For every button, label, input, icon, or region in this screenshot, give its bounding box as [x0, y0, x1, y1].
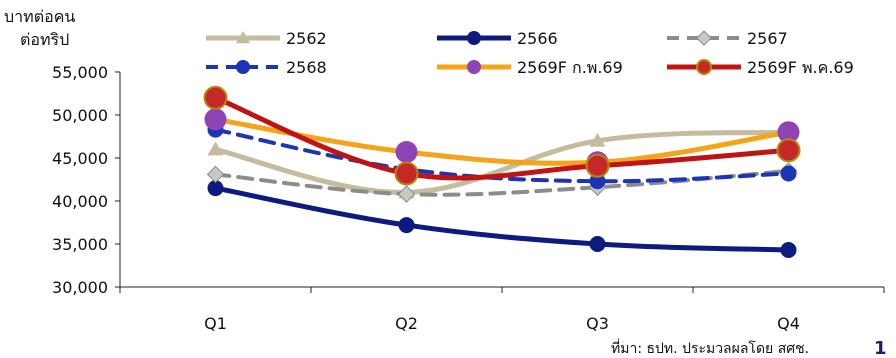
data-point-2568-q3	[589, 173, 606, 190]
legend-label: 2566	[517, 29, 558, 48]
y-tick-label: 40,000	[52, 192, 108, 211]
source-note: ที่มา: ธปท. ประมวลผลโดย สศช.	[611, 339, 809, 357]
y-tick-label: 30,000	[52, 278, 108, 297]
legend-swatch-marker	[467, 31, 481, 45]
legend-swatch-marker	[696, 30, 712, 46]
legend-item-2569f-69: 2569F ก.พ.69	[437, 58, 623, 77]
legend-swatch-marker	[467, 60, 481, 74]
legend-item-2566: 2566	[437, 29, 558, 48]
y-tick-label: 55,000	[52, 63, 108, 82]
legend-item-2567: 2567	[667, 29, 788, 48]
series-2569f-69	[203, 85, 801, 186]
x-tick-label: Q2	[395, 314, 418, 333]
axes: 30,000 35,000 40,000 45,000 50,000 55,000 Q1 Q2…	[52, 63, 885, 333]
data-point-2569f-69-q1	[203, 85, 228, 110]
data-point-2566-q4	[780, 242, 797, 259]
data-point-2569f-69-q3	[585, 153, 610, 178]
data-point-2569f-69-q4	[776, 138, 801, 163]
y-axis-label-line1: บาทต่อคน	[4, 7, 75, 26]
series-2569f-69	[204, 108, 800, 174]
data-point-2566-q1	[207, 180, 224, 197]
legend-label: 2567	[747, 29, 788, 48]
legend-item-2562: 2562	[206, 29, 327, 48]
data-point-2567-q2	[397, 185, 416, 203]
y-tick-label: 45,000	[52, 149, 108, 168]
x-tick-label: Q1	[204, 314, 227, 333]
data-point-2566-q3	[589, 236, 606, 252]
legend-label: 2569F ก.พ.69	[517, 58, 623, 77]
legend-label: 2569F พ.ค.69	[747, 58, 854, 77]
data-point-2568-q4	[780, 165, 797, 182]
data-point-2562-q3	[589, 132, 606, 147]
legend-swatch-marker	[236, 31, 250, 44]
legend-swatch-marker	[696, 59, 712, 75]
x-tick-label: Q4	[777, 314, 800, 333]
y-tick-label: 35,000	[52, 235, 108, 254]
series-line-2568	[213, 127, 791, 184]
legend-label: 2568	[286, 58, 327, 77]
series-layer	[203, 85, 801, 259]
legend-label: 2562	[286, 29, 327, 48]
legend: 2562 2566 2567 2568 2569F ก.พ.69 2569F พ.ค.69	[206, 29, 854, 77]
data-point-2567-q1	[206, 165, 225, 184]
data-point-2569f-69-q2	[395, 140, 418, 163]
y-tick-label: 50,000	[52, 106, 108, 125]
data-point-2562-q1	[207, 141, 224, 156]
legend-item-2569f-69: 2569F พ.ค.69	[667, 58, 854, 77]
data-point-2569f-69-q2	[394, 161, 419, 186]
data-point-2569f-69-q1	[204, 108, 227, 131]
series-line-2569f-69	[213, 95, 791, 181]
y-axis-label-line2: ต่อทริป	[20, 30, 69, 49]
series-line-2566	[213, 185, 791, 253]
series-line-2562	[213, 129, 791, 195]
series-2566	[207, 180, 797, 259]
legend-item-2568: 2568	[206, 58, 327, 77]
page-number: 1	[874, 338, 887, 358]
data-point-2569f-69-q4	[777, 121, 800, 144]
legend-swatch-marker	[236, 60, 250, 74]
data-point-2566-q2	[398, 217, 415, 234]
x-tick-label: Q3	[586, 314, 609, 333]
